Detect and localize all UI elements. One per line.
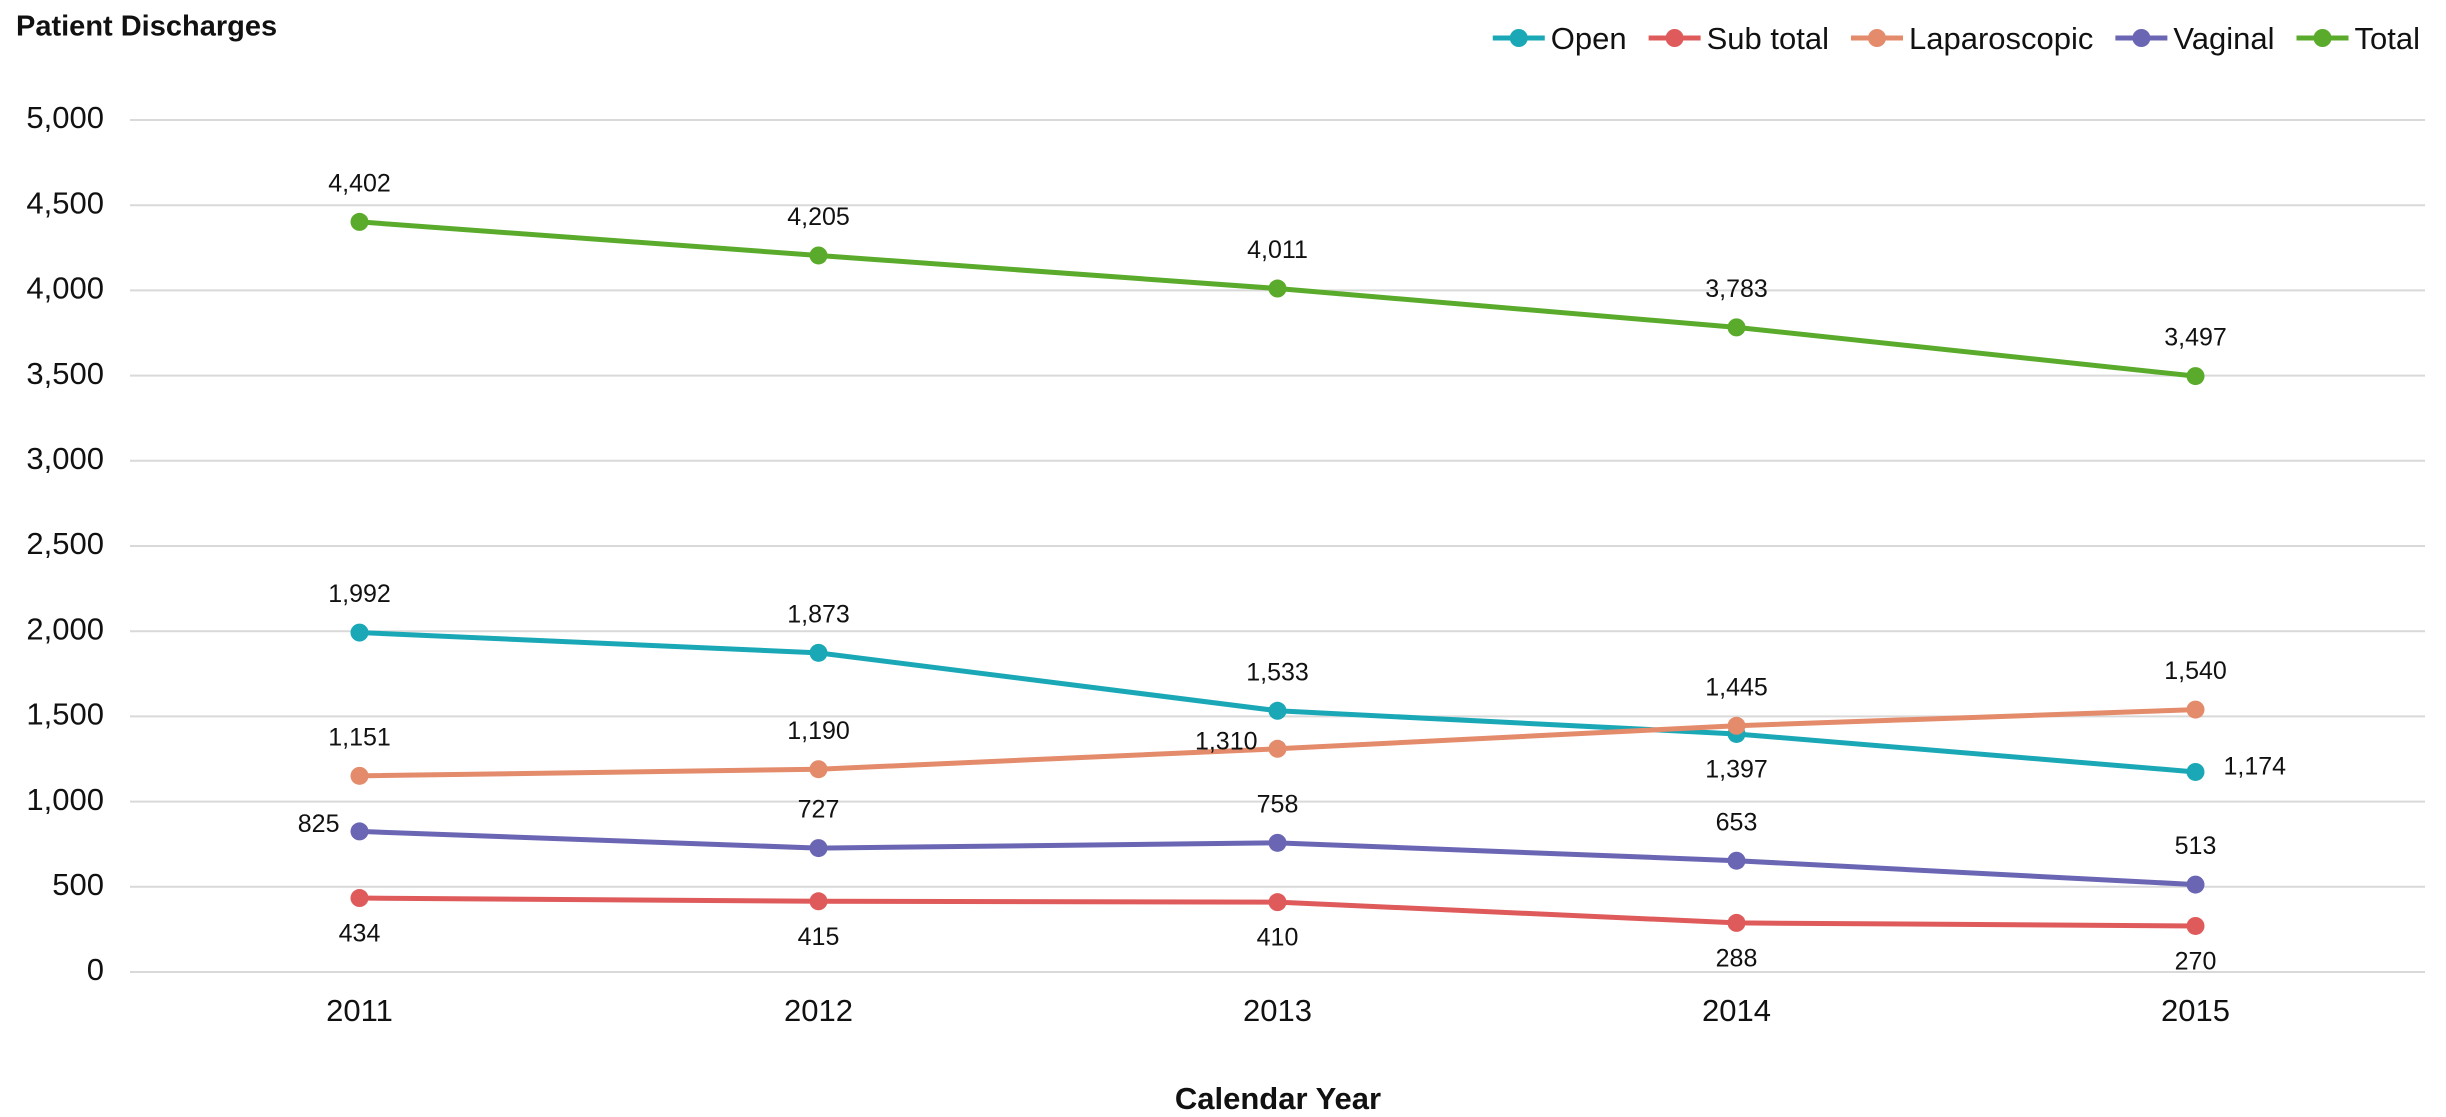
data-point bbox=[809, 643, 828, 662]
data-point bbox=[350, 623, 369, 642]
data-label: 4,205 bbox=[787, 203, 850, 231]
data-point bbox=[1727, 851, 1746, 870]
data-label: 825 bbox=[298, 810, 340, 838]
data-point bbox=[1727, 318, 1746, 337]
data-label: 1,174 bbox=[2224, 753, 2287, 781]
data-point bbox=[2186, 916, 2205, 935]
chart-title: Patient Discharges bbox=[16, 11, 277, 43]
y-tick-label: 3,500 bbox=[26, 356, 104, 391]
data-label: 1,992 bbox=[328, 580, 391, 608]
data-point bbox=[1268, 279, 1287, 298]
data-label: 653 bbox=[1716, 808, 1758, 836]
data-label: 758 bbox=[1257, 790, 1299, 818]
data-point bbox=[350, 822, 369, 841]
y-tick-label: 1,000 bbox=[26, 782, 104, 817]
data-point bbox=[2186, 700, 2205, 719]
x-tick-label: 2011 bbox=[326, 993, 393, 1028]
data-label: 727 bbox=[798, 796, 840, 824]
legend-marker bbox=[2132, 29, 2151, 47]
data-point bbox=[1268, 701, 1287, 720]
legend-marker bbox=[1509, 29, 1528, 47]
legend-label: Total bbox=[2355, 21, 2420, 56]
y-tick-label: 4,000 bbox=[26, 271, 104, 306]
legend-marker bbox=[2313, 29, 2332, 47]
data-point bbox=[809, 892, 828, 911]
data-label: 410 bbox=[1257, 924, 1299, 952]
data-label: 1,873 bbox=[787, 600, 850, 628]
x-tick-label: 2012 bbox=[784, 993, 853, 1028]
data-label: 1,397 bbox=[1705, 756, 1768, 784]
y-tick-label: 0 bbox=[87, 952, 104, 987]
data-point bbox=[809, 839, 828, 858]
data-point bbox=[1268, 739, 1287, 758]
legend-marker bbox=[1867, 29, 1886, 47]
data-point bbox=[350, 212, 369, 231]
data-point bbox=[2186, 875, 2205, 894]
data-label: 434 bbox=[339, 920, 381, 948]
data-label: 1,310 bbox=[1195, 727, 1258, 755]
data-label: 1,190 bbox=[787, 717, 850, 745]
y-tick-label: 4,500 bbox=[26, 185, 104, 220]
y-tick-label: 2,500 bbox=[26, 526, 104, 561]
x-tick-label: 2014 bbox=[1702, 993, 1771, 1028]
legend-marker bbox=[1665, 29, 1684, 47]
y-tick-label: 500 bbox=[52, 867, 104, 902]
data-point bbox=[1727, 913, 1746, 932]
data-point bbox=[350, 889, 369, 908]
y-tick-label: 1,500 bbox=[26, 697, 104, 732]
data-label: 3,783 bbox=[1705, 275, 1768, 303]
data-label: 4,402 bbox=[328, 170, 391, 198]
data-label: 1,540 bbox=[2164, 657, 2227, 685]
data-label: 513 bbox=[2175, 832, 2217, 860]
y-tick-label: 3,000 bbox=[26, 441, 104, 476]
legend-label: Sub total bbox=[1707, 21, 1829, 56]
data-point bbox=[1268, 833, 1287, 852]
legend-label: Open bbox=[1551, 21, 1627, 56]
data-point bbox=[2186, 367, 2205, 386]
data-label: 4,011 bbox=[1247, 236, 1308, 264]
x-tick-label: 2013 bbox=[1243, 993, 1312, 1028]
x-axis-title: Calendar Year bbox=[1175, 1081, 1381, 1116]
y-tick-label: 2,000 bbox=[26, 611, 104, 646]
data-label: 415 bbox=[798, 923, 840, 951]
data-point bbox=[2186, 762, 2205, 781]
data-point bbox=[350, 766, 369, 785]
data-label: 288 bbox=[1716, 945, 1758, 973]
legend-label: Laparoscopic bbox=[1909, 21, 2093, 56]
x-tick-label: 2015 bbox=[2161, 993, 2230, 1028]
data-label: 1,445 bbox=[1705, 673, 1768, 701]
legend-label: Vaginal bbox=[2173, 21, 2274, 56]
y-tick-label: 5,000 bbox=[26, 100, 104, 135]
data-point bbox=[1268, 893, 1287, 912]
data-point bbox=[809, 760, 828, 779]
data-point bbox=[1727, 716, 1746, 735]
data-label: 1,533 bbox=[1246, 658, 1309, 686]
data-point bbox=[809, 246, 828, 265]
data-label: 3,497 bbox=[2164, 324, 2227, 352]
data-label: 1,151 bbox=[328, 723, 391, 751]
data-label: 270 bbox=[2175, 948, 2217, 976]
